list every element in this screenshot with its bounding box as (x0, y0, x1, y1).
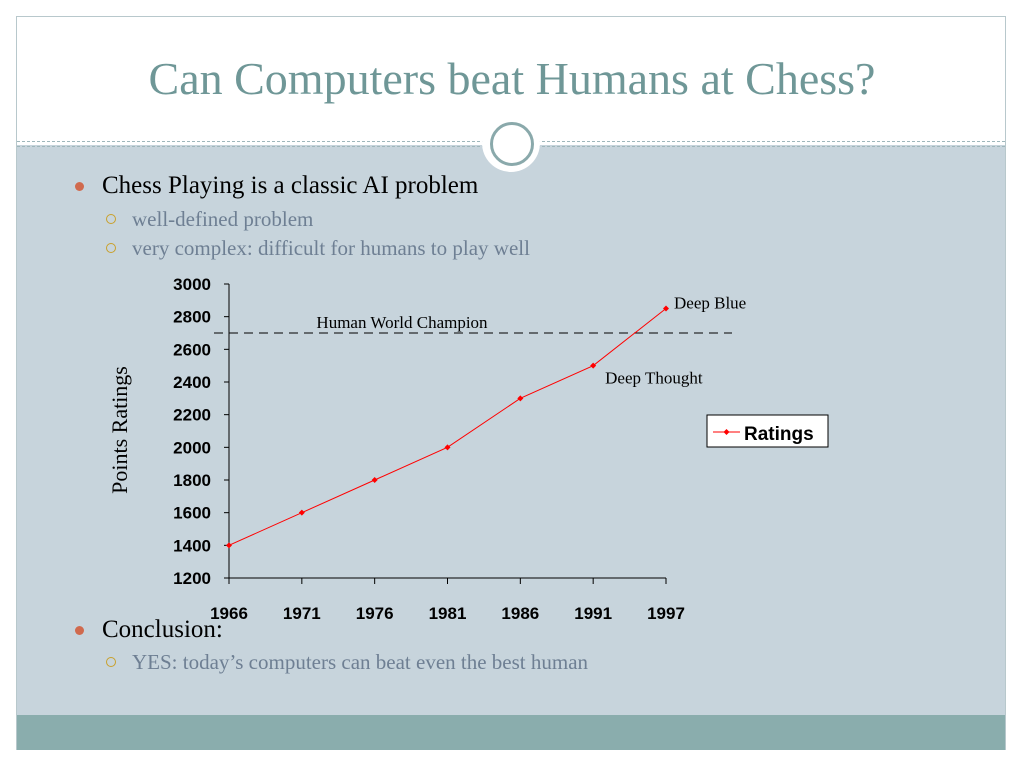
bullet-dot-icon (75, 626, 84, 635)
y-tick-label: 2800 (173, 308, 211, 327)
bullet-item: Chess Playing is a classic AI problem (75, 172, 479, 200)
y-tick-label: 1600 (173, 504, 211, 523)
data-point (226, 542, 232, 549)
x-tick-label: 1981 (429, 604, 467, 623)
ornament-ring-icon (490, 122, 534, 166)
footer-band (17, 715, 1005, 750)
data-point (517, 395, 524, 402)
y-tick-label: 1400 (173, 536, 211, 555)
slide-title: Can Computers beat Humans at Chess? (148, 53, 876, 104)
data-point (371, 477, 378, 483)
sub-bullet-text: very complex: difficult for humans to pl… (132, 236, 530, 260)
bullet-dot-icon (75, 182, 84, 191)
y-tick-label: 3000 (173, 275, 211, 294)
y-tick-label: 2200 (173, 406, 211, 425)
data-point (590, 362, 597, 369)
sub-bullet-text: well-defined problem (132, 207, 314, 231)
sub-bullet-item: YES: today’s computers can beat even the… (106, 650, 589, 675)
x-tick-label: 1986 (501, 604, 539, 623)
data-point (663, 305, 669, 312)
bullet-text: Conclusion: (102, 616, 223, 643)
title-ornament (482, 114, 540, 172)
x-tick-label: 1976 (356, 604, 394, 623)
reference-line-label: Human World Champion (316, 313, 488, 332)
legend-label: Ratings (744, 424, 814, 445)
y-axis-title: Points Ratings (107, 366, 132, 494)
y-tick-label: 1800 (173, 471, 211, 490)
sub-bullet-ring-icon (106, 214, 116, 224)
sub-bullet-ring-icon (106, 243, 116, 253)
chart-layer: 1200 1400 1600 1800 2000 2200 2400 2600 2800 3000… (107, 275, 829, 623)
y-tick-label: 2400 (173, 373, 211, 392)
bullet-item: Conclusion: (75, 616, 223, 644)
bullet-text: Chess Playing is a classic AI problem (102, 172, 479, 199)
x-tick-label: 1966 (210, 604, 248, 623)
y-tick-label: 2600 (173, 340, 211, 359)
sub-bullet-ring-icon (106, 657, 116, 667)
data-point (298, 509, 305, 516)
sub-bullet-item: well-defined problem (106, 207, 314, 232)
annotation-deep-thought: Deep Thought (605, 369, 703, 388)
sub-bullet-text: YES: today’s computers can beat even the… (132, 650, 589, 674)
x-tick-label: 1997 (647, 604, 685, 623)
annotation-deep-blue: Deep Blue (674, 294, 746, 313)
y-tick-label: 1200 (173, 569, 211, 588)
series-line (228, 308, 667, 546)
legend-marker-icon (723, 429, 730, 435)
data-point (444, 444, 451, 451)
content-area (17, 145, 1005, 715)
y-tick-label: 2000 (173, 438, 211, 457)
x-tick-label: 1991 (574, 604, 612, 623)
sub-bullet-item: very complex: difficult for humans to pl… (106, 236, 530, 261)
x-tick-label: 1971 (283, 604, 321, 623)
